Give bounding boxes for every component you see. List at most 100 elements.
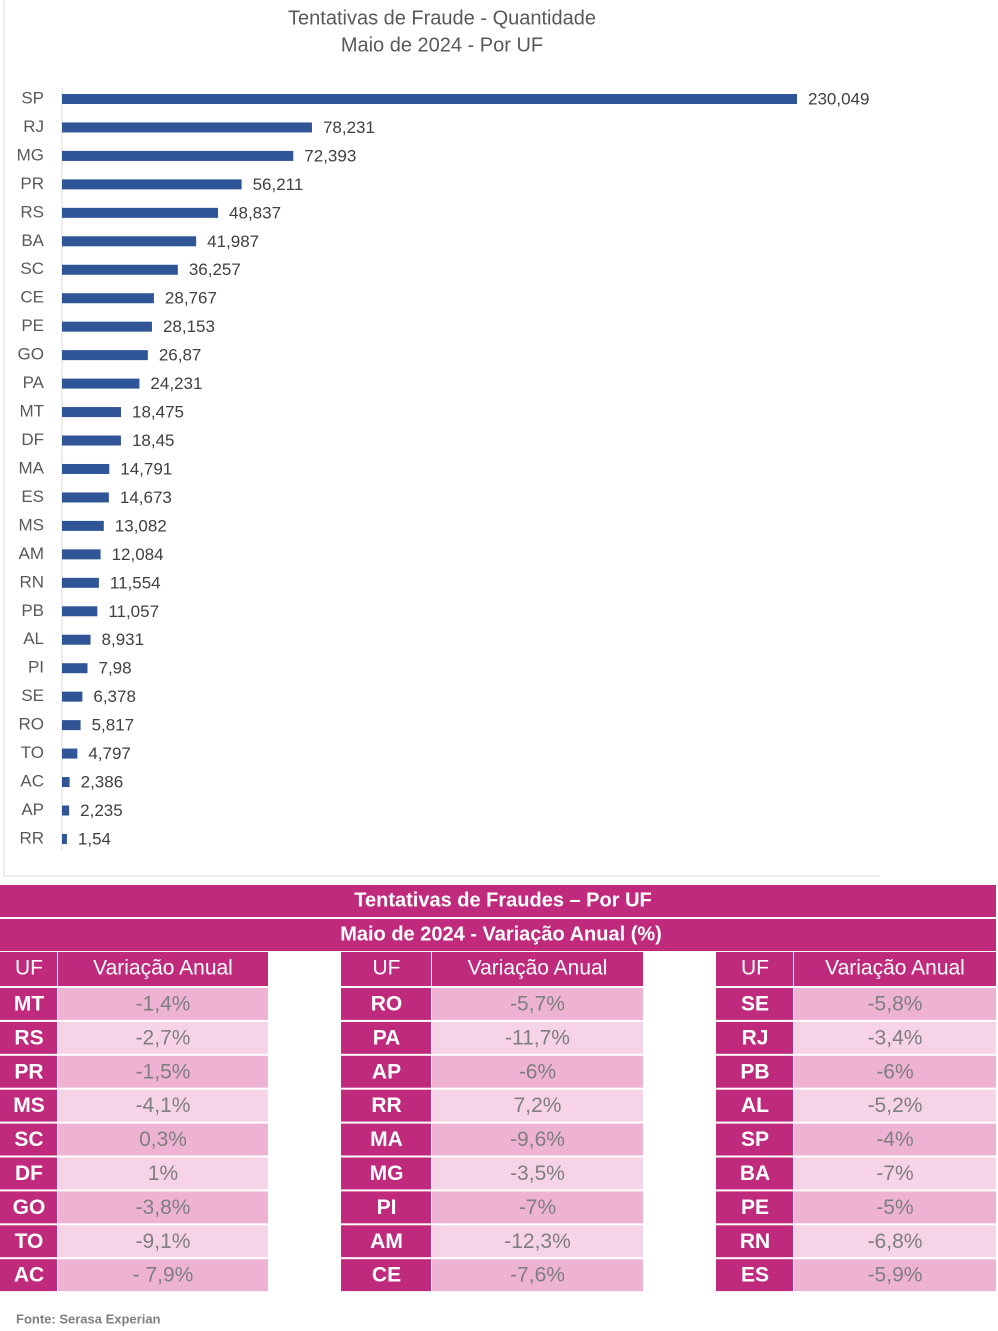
value-cell bbox=[58, 1191, 268, 1224]
uf-text: SE bbox=[741, 992, 769, 1015]
value-label: 26,87 bbox=[159, 346, 202, 365]
value-cell bbox=[794, 1055, 996, 1088]
bar bbox=[62, 179, 242, 190]
bar bbox=[62, 207, 219, 218]
value-label: 36,257 bbox=[189, 260, 241, 279]
value-label: 24,231 bbox=[150, 374, 202, 393]
uf-cell bbox=[341, 988, 431, 1020]
header-cell bbox=[794, 952, 996, 986]
value-cell bbox=[432, 1055, 643, 1088]
value-label: 48,837 bbox=[229, 203, 281, 222]
value-label: 14,791 bbox=[120, 459, 172, 478]
value-label: 72,393 bbox=[304, 146, 356, 165]
bar bbox=[62, 236, 197, 247]
uf-text: PE bbox=[741, 1196, 769, 1219]
value-label: 14,673 bbox=[120, 488, 172, 507]
uf-text: DF bbox=[15, 1162, 43, 1185]
uf-cell bbox=[341, 1259, 431, 1292]
value-label: 28,767 bbox=[165, 289, 217, 308]
header-cell bbox=[716, 952, 793, 986]
table-title: Tentativas de Fraudes – Por UF bbox=[354, 889, 652, 911]
uf-cell bbox=[0, 1123, 57, 1156]
category-label: PB bbox=[21, 601, 44, 620]
source: Fonte: Serasa Experian bbox=[16, 1311, 161, 1326]
value-text: -5% bbox=[876, 1196, 913, 1219]
uf-text: MA bbox=[370, 1128, 403, 1151]
category-label: RJ bbox=[23, 117, 44, 136]
uf-cell bbox=[716, 1225, 793, 1258]
value-text: -9,6% bbox=[510, 1128, 565, 1151]
uf-text: PA bbox=[373, 1026, 401, 1049]
value-text: -1,5% bbox=[136, 1060, 191, 1083]
bar bbox=[62, 577, 99, 588]
category-label: BA bbox=[21, 231, 44, 250]
category-label: AM bbox=[19, 544, 45, 563]
bar bbox=[62, 350, 148, 361]
uf-cell bbox=[0, 1021, 57, 1054]
category-label: SE bbox=[21, 686, 44, 705]
value-text: -6% bbox=[519, 1060, 556, 1083]
value-text: -1,4% bbox=[136, 992, 191, 1015]
table-subtitle: Maio de 2024 - Variação Anual (%) bbox=[340, 923, 662, 945]
uf-text: SC bbox=[14, 1128, 43, 1151]
uf-cell bbox=[341, 1157, 431, 1190]
value-cell bbox=[794, 1191, 996, 1224]
category-label: TO bbox=[21, 743, 44, 762]
value-label: 18,475 bbox=[132, 403, 184, 422]
value-text: -9,1% bbox=[136, 1230, 191, 1253]
value-text: -5,7% bbox=[510, 992, 565, 1015]
category-label: GO bbox=[18, 345, 44, 364]
value-text: -7% bbox=[876, 1162, 913, 1185]
header-text: UF bbox=[15, 957, 43, 980]
bar bbox=[62, 777, 70, 788]
value-label: 78,231 bbox=[323, 118, 375, 137]
uf-cell bbox=[341, 1089, 431, 1122]
value-cell bbox=[794, 1157, 996, 1190]
uf-cell bbox=[716, 1157, 793, 1190]
value-text: -11,7% bbox=[505, 1026, 570, 1049]
header-text: Variação Anual bbox=[93, 957, 233, 980]
uf-cell bbox=[0, 1225, 57, 1258]
value-cell bbox=[432, 1021, 643, 1054]
header-text: Variação Anual bbox=[825, 957, 965, 980]
category-label: AL bbox=[23, 629, 44, 648]
category-label: RS bbox=[20, 202, 44, 221]
uf-cell bbox=[341, 1191, 431, 1224]
value-text: - 7,9% bbox=[133, 1264, 194, 1287]
category-label: PE bbox=[21, 316, 44, 335]
header-cell bbox=[341, 952, 431, 986]
value-label: 41,987 bbox=[207, 232, 259, 251]
uf-text: TO bbox=[15, 1230, 44, 1253]
bar bbox=[62, 805, 70, 816]
category-label: SC bbox=[20, 259, 44, 278]
uf-cell bbox=[716, 1259, 793, 1292]
uf-cell bbox=[716, 1089, 793, 1122]
value-cell bbox=[794, 1021, 996, 1054]
value-text: -3,4% bbox=[868, 1026, 923, 1049]
table-title-bg bbox=[0, 885, 996, 917]
bar bbox=[62, 691, 83, 702]
value-text: -4% bbox=[876, 1128, 913, 1151]
uf-text: RO bbox=[371, 992, 403, 1015]
category-label: PA bbox=[23, 373, 45, 392]
uf-cell bbox=[0, 988, 57, 1020]
value-label: 13,082 bbox=[115, 516, 167, 535]
value-label: 7,98 bbox=[98, 659, 131, 678]
uf-cell bbox=[716, 1055, 793, 1088]
chart-title: Tentativas de Fraude - Quantidade bbox=[288, 7, 596, 29]
uf-cell bbox=[0, 1089, 57, 1122]
uf-cell bbox=[0, 1259, 57, 1292]
uf-text: PI bbox=[377, 1196, 397, 1219]
value-label: 5,817 bbox=[92, 716, 135, 735]
uf-text: MG bbox=[370, 1162, 404, 1185]
uf-text: SP bbox=[741, 1128, 769, 1151]
value-cell bbox=[432, 1123, 643, 1156]
value-cell bbox=[794, 988, 996, 1020]
value-cell bbox=[58, 1259, 268, 1292]
value-text: -12,3% bbox=[504, 1230, 571, 1253]
bar bbox=[62, 407, 122, 418]
value-text: -3,8% bbox=[136, 1196, 191, 1219]
category-label: CE bbox=[20, 288, 44, 307]
value-cell bbox=[58, 988, 268, 1020]
